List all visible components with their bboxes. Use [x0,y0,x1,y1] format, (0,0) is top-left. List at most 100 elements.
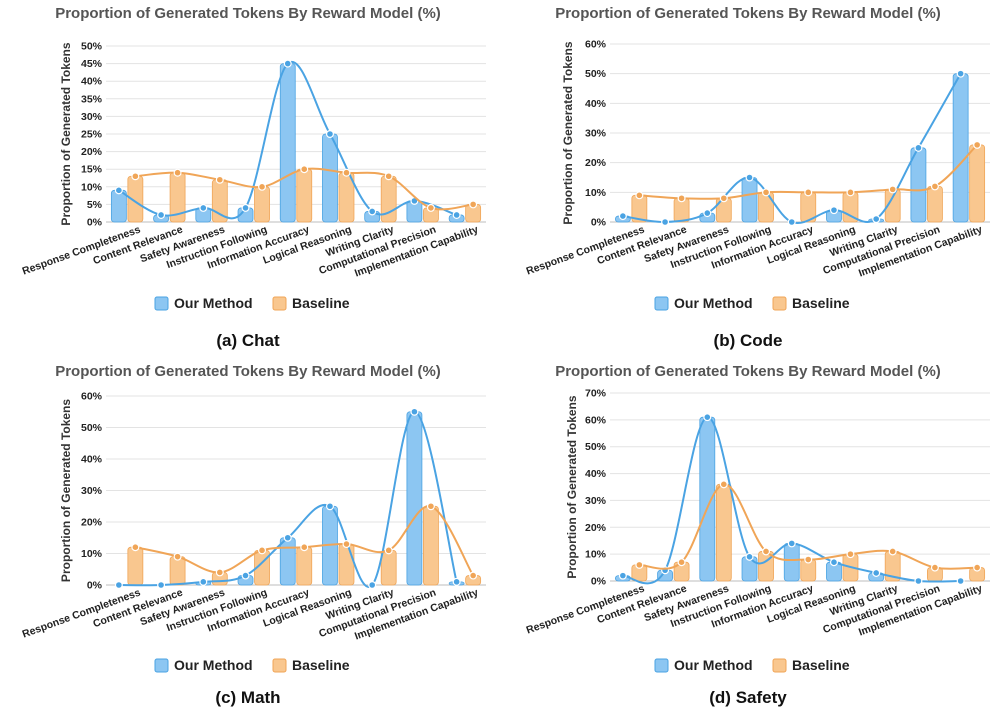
y-tick-label: 40% [585,468,607,480]
bar-ours [699,416,716,582]
point-baseline [973,563,982,572]
point-baseline [258,546,267,555]
y-tick-label: 70% [585,388,607,400]
y-tick-label: 0% [591,576,607,588]
point-baseline [215,175,224,184]
y-tick-label: 20% [81,146,103,158]
legend-label-ours: Our Method [674,657,753,673]
point-baseline [677,558,686,567]
point-ours [325,502,334,511]
chart-title: Proportion of Generated Tokens By Reward… [55,363,441,380]
point-baseline [426,502,435,511]
point-baseline [215,568,224,577]
point-ours [618,571,627,580]
point-baseline [719,194,728,203]
point-baseline [469,571,478,580]
point-baseline [173,168,182,177]
point-ours [241,203,250,212]
bar-ours [406,411,423,586]
y-tick-label: 25% [81,129,103,141]
bar-ours [952,73,969,223]
point-ours [157,580,166,589]
point-baseline [131,543,140,552]
point-ours [956,576,965,585]
legend: Our Method Baseline [654,295,850,311]
legend-swatch-ours [654,296,669,311]
y-tick-label: 60% [81,391,103,403]
y-tick-label: 40% [81,454,103,466]
y-tick-label: 60% [585,39,607,51]
point-baseline [300,165,309,174]
chart-title: Proportion of Generated Tokens By Reward… [55,5,441,22]
point-ours [956,69,965,78]
legend-swatch-ours [154,296,169,311]
bar-ours [741,177,758,223]
point-baseline [888,547,897,556]
chart-panel-3: Proportion of Generated Tokens By Reward… [21,363,486,707]
point-baseline [930,182,939,191]
y-tick-label: 40% [81,76,103,88]
legend-label-baseline: Baseline [292,295,350,311]
y-tick-label: 0% [87,580,103,592]
point-ours [745,173,754,182]
point-baseline [131,172,140,181]
panel-caption: (d) Safety [709,688,787,707]
legend-swatch-baseline [272,296,287,311]
y-axis-label: Proportion of Generated Tokens [59,42,73,225]
point-ours [368,580,377,589]
point-baseline [469,200,478,209]
bar-ours [322,133,338,223]
y-tick-label: 30% [585,128,607,140]
point-ours [241,571,250,580]
legend-swatch-ours [654,658,669,673]
point-ours [703,209,712,218]
bar-baseline [969,144,986,223]
series-line-baseline [639,483,978,570]
point-ours [914,143,923,152]
chart-panel-1: Proportion of Generated Tokens By Reward… [21,5,486,350]
y-tick-label: 0% [591,217,607,229]
point-baseline [635,191,644,200]
bar-baseline [127,546,144,586]
series-line-ours [622,416,961,585]
point-ours [703,413,712,422]
point-ours [114,186,123,195]
y-tick-label: 15% [81,164,103,176]
y-tick-label: 50% [585,68,607,80]
point-baseline [973,140,982,149]
y-tick-label: 50% [81,41,103,53]
y-tick-label: 50% [585,441,607,453]
y-tick-label: 45% [81,58,103,70]
point-ours [114,580,123,589]
point-ours [745,552,754,561]
y-tick-label: 10% [585,187,607,199]
point-baseline [846,188,855,197]
y-tick-label: 5% [87,199,103,211]
y-tick-label: 20% [81,517,103,529]
bar-baseline [296,168,313,223]
legend-label-baseline: Baseline [792,657,850,673]
legend: Our Method Baseline [154,295,350,311]
point-baseline [804,555,813,564]
panel-caption: (a) Chat [216,331,280,350]
legend: Our Method Baseline [154,657,350,673]
bar-baseline [338,543,355,586]
point-ours [872,568,881,577]
chart-panel-4: Proportion of Generated Tokens By Reward… [525,363,990,707]
point-baseline [804,188,813,197]
y-tick-label: 60% [585,414,607,426]
point-ours [283,59,292,68]
point-baseline [762,188,771,197]
point-baseline [888,185,897,194]
point-ours [368,207,377,216]
point-baseline [342,168,351,177]
point-ours [325,130,334,139]
legend-label-baseline: Baseline [292,657,350,673]
y-axis-label: Proportion of Generated Tokens [565,395,579,578]
y-tick-label: 30% [585,495,607,507]
y-tick-label: 50% [81,422,103,434]
y-tick-label: 10% [81,548,103,560]
y-axis-label: Proportion of Generated Tokens [59,399,73,582]
point-baseline [677,194,686,203]
legend-swatch-baseline [772,658,787,673]
